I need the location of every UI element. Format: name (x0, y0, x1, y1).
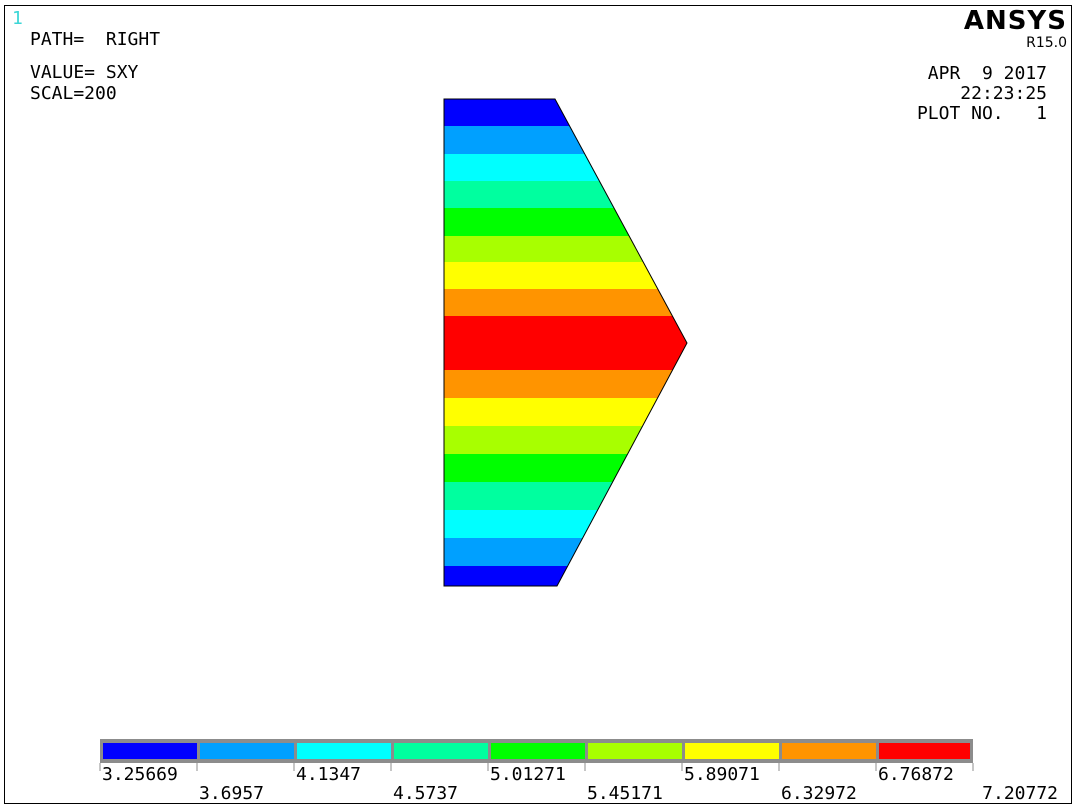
brand-name: ANSYS (963, 6, 1067, 36)
legend-level-label: 4.1347 (296, 764, 362, 785)
legend-level-label: 5.01271 (490, 764, 566, 785)
plot-stamp: APR 9 2017 22:23:25 PLOT NO. 1 (917, 64, 1047, 124)
legend-level-label: 5.45171 (587, 783, 663, 804)
profile-band (444, 538, 583, 566)
legend-swatch (200, 743, 294, 759)
legend-swatch (879, 743, 970, 759)
legend-swatch (103, 743, 197, 759)
legend-swatch (491, 743, 585, 759)
value-label: VALUE= SXY (30, 62, 139, 83)
legend-swatch (588, 743, 682, 759)
legend-level-label: 3.25669 (102, 764, 178, 785)
legend-level-label: 4.5737 (393, 783, 459, 804)
scale-label: SCAL=200 (30, 83, 117, 104)
profile-band (444, 454, 628, 482)
profile-band (444, 99, 570, 126)
profile-band (444, 289, 673, 316)
profile-band (444, 370, 673, 398)
path-label: PATH= RIGHT (30, 29, 161, 50)
profile-band (444, 316, 687, 370)
plot-number: PLOT NO. 1 (916, 103, 1047, 124)
legend-level-label: 5.89071 (684, 764, 760, 785)
contour-legend-bar (99, 739, 974, 771)
profile-band (444, 426, 643, 454)
legend-swatch (685, 743, 779, 759)
window-number: 1 (12, 8, 23, 29)
profile-band (444, 262, 658, 289)
profile-band (444, 566, 568, 586)
legend-level-label: 7.20772 (982, 783, 1058, 804)
graphics-window (4, 5, 1072, 804)
plot-date: APR 9 2017 (927, 63, 1047, 84)
release-label: R15.0 (1026, 35, 1067, 51)
profile-band (444, 181, 614, 208)
profile-band (444, 398, 658, 426)
profile-band (444, 510, 598, 538)
legend-level-label: 3.6957 (199, 783, 265, 804)
plot-time: 22:23:25 (960, 83, 1047, 104)
profile-band (444, 208, 630, 236)
profile-band (444, 236, 644, 262)
ansys-logo: ANSYS R15.0 (964, 7, 1067, 51)
legend-level-label: 6.32972 (781, 783, 857, 804)
legend-swatch (297, 743, 391, 759)
legend-level-label: 6.76872 (878, 764, 954, 785)
profile-band (444, 126, 585, 154)
legend-swatch (782, 743, 876, 759)
stress-profile (443, 98, 688, 587)
legend-swatch (394, 743, 488, 759)
profile-outline (443, 98, 688, 587)
profile-band (444, 482, 613, 510)
profile-band (444, 154, 600, 181)
